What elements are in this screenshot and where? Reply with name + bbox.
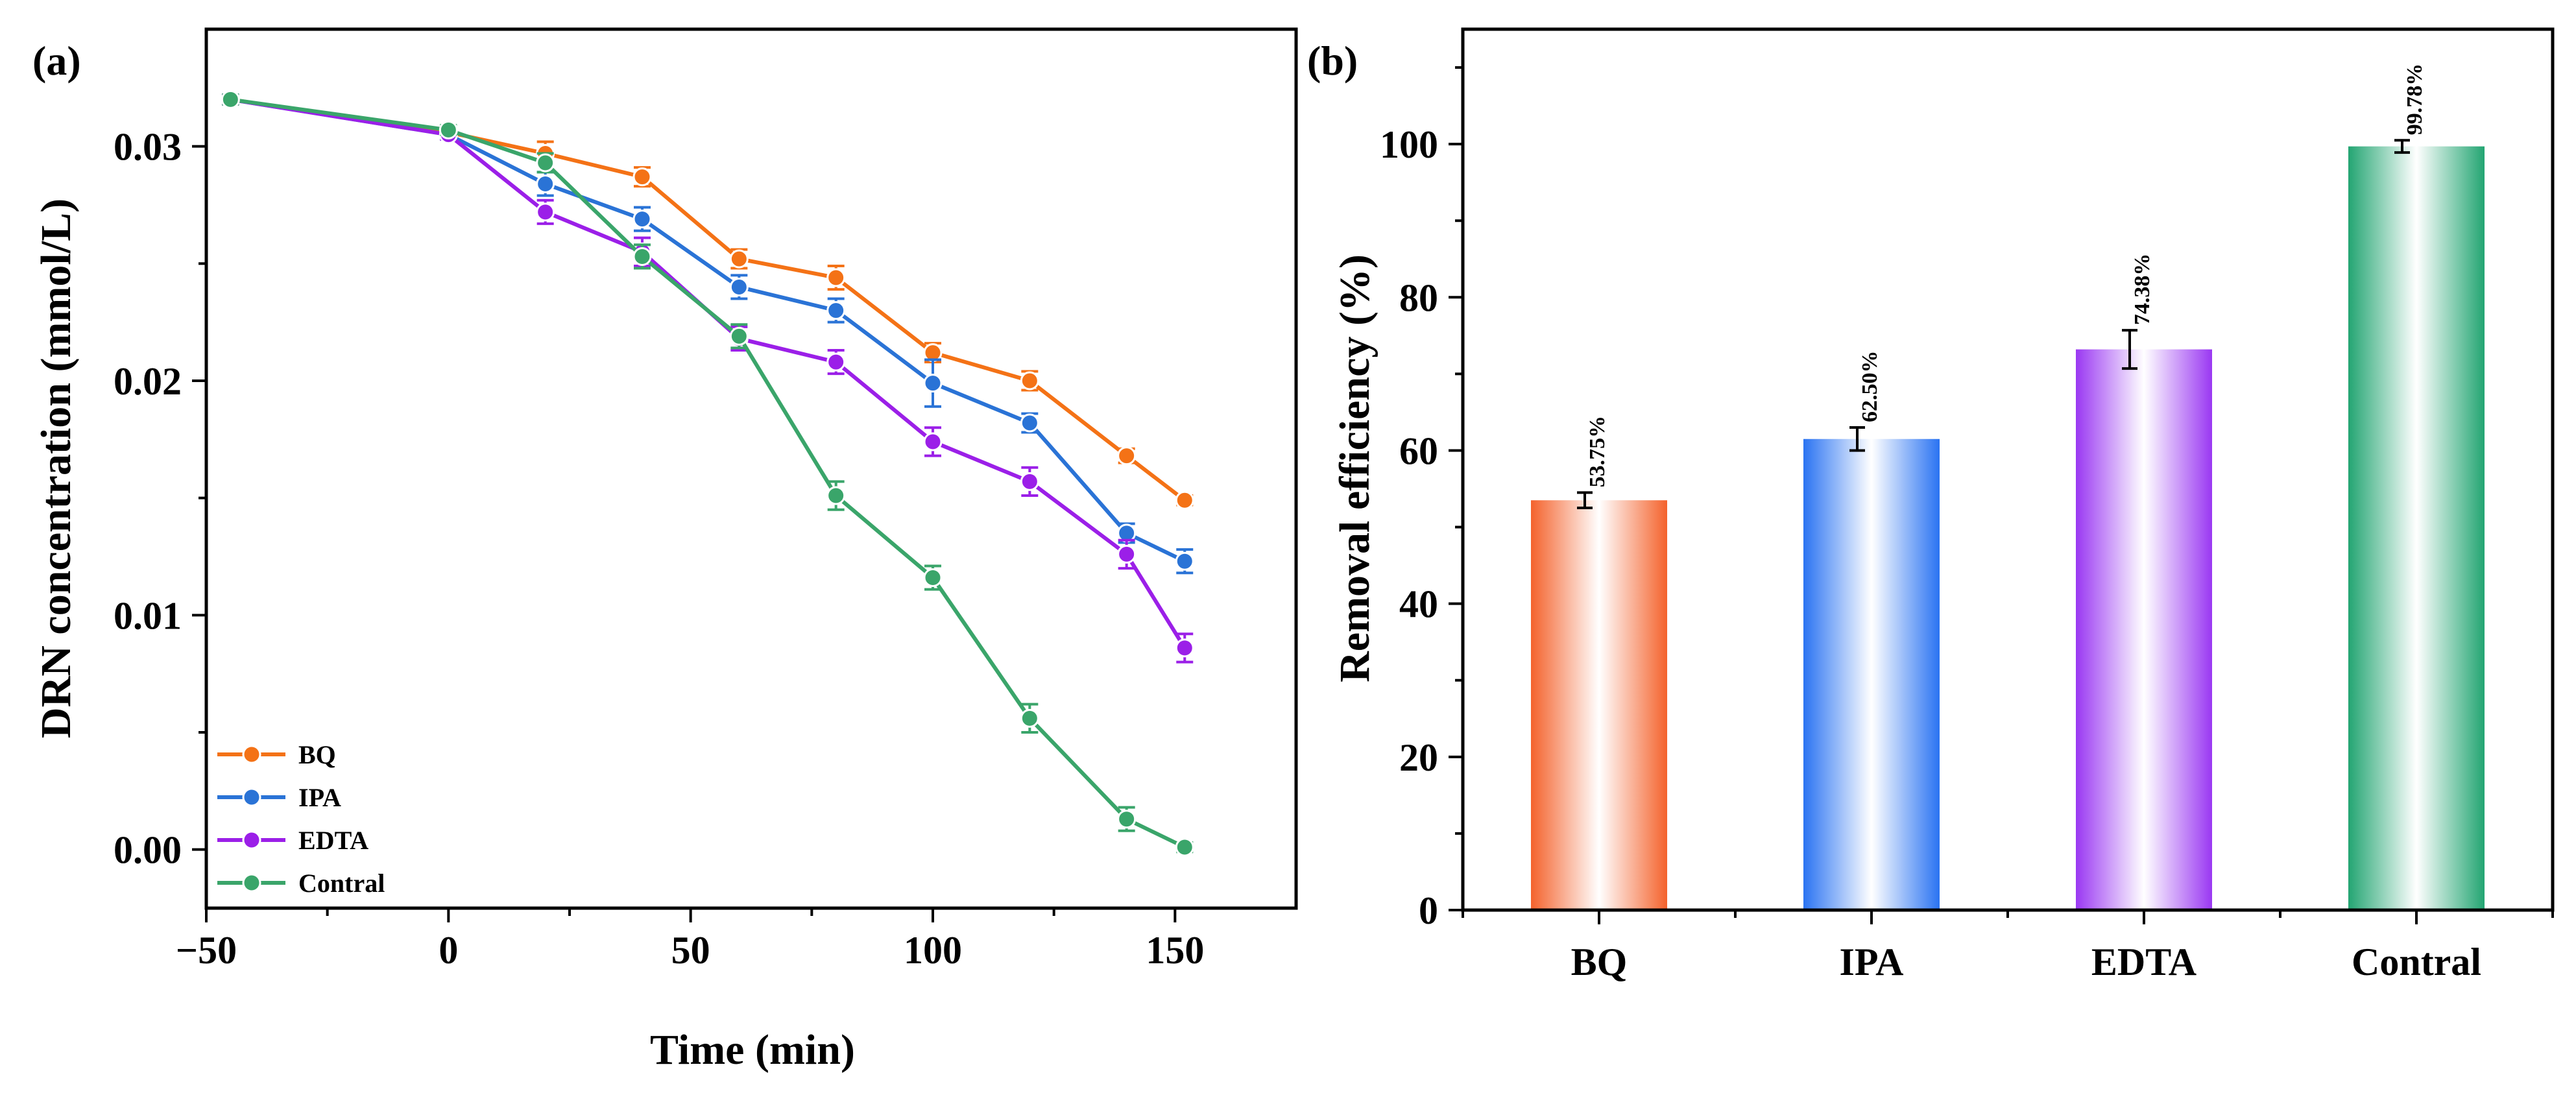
series-contral [221,90,1194,857]
series-line [230,97,1186,849]
legend-marker [242,787,261,807]
data-point [536,202,555,222]
legend-label: Contral [298,869,385,898]
panel-b-x-tick-label: EDTA [2091,941,2197,983]
data-point [1117,544,1137,564]
panel-a-legend: BQ IPA EDTA Contral [217,740,385,898]
data-point [1117,446,1137,466]
data-point [1020,472,1039,491]
panel-b-y-tick-label: 100 [1380,123,1438,166]
series-line [230,97,1186,649]
panel-b-bar-chart: (b) 53.75% 62.50% 74.38% 99.78% 0 20 40 60 80 10… [1307,27,2555,983]
panel-a-series-group [221,90,1194,857]
data-point [632,210,652,229]
bar-value-label: 53.75% [1585,416,1609,488]
data-point [1175,638,1194,658]
legend-marker [242,830,261,850]
legend-marker [242,745,261,764]
panel-a-axis-frame [204,27,1298,910]
panel-a-y-tick-label: 0.02 [114,360,182,403]
panel-b-axis-frame [1461,27,2555,912]
bar-value-label: 74.38% [2130,254,2154,326]
bar-contral [2348,146,2485,910]
panel-b-y-tick-label: 20 [1399,736,1438,779]
data-point [1175,551,1194,571]
series-line [230,97,1186,563]
data-point [826,301,846,320]
data-point [1117,810,1137,829]
panel-a-y-axis-title: DRN concentration (mmol/L) [32,198,80,738]
data-point [826,486,846,505]
panel-b-y-tick-label: 0 [1419,889,1438,932]
data-point [1175,837,1194,857]
panel-a-line-chart: (a) −50 0 50 100 150 0.00 0.01 0.02 0.03 BQ IPA ED… [32,27,1298,1074]
panel-b-y-axis-title: Removal efficiency (%) [1331,254,1378,682]
bar-value-label: 99.78% [2403,64,2427,136]
bar-bq [1531,500,1667,910]
panel-a-label: (a) [32,38,81,84]
legend-marker [242,873,261,893]
data-point [536,153,555,173]
panel-b-label: (b) [1307,38,1358,84]
series-line [230,97,1186,502]
panel-a-y-tick-label: 0.00 [114,829,182,872]
data-point [632,167,652,187]
data-point [826,352,846,372]
data-point [923,432,943,451]
data-point [536,174,555,193]
data-point [729,326,749,346]
panel-b-bars-group: 53.75% 62.50% 74.38% 99.78% [1531,64,2485,910]
bar-edta [2076,349,2212,910]
data-point [923,568,943,588]
legend-label: EDTA [298,826,368,855]
legend-label: IPA [298,783,341,812]
data-point [1020,708,1039,728]
panel-a-x-tick-label: 150 [1146,929,1204,972]
panel-a-y-tick-label: 0.01 [114,594,182,637]
data-point [439,120,458,139]
data-point [1020,413,1039,433]
panel-a-x-tick-label: 50 [671,929,710,972]
legend-label: BQ [298,740,336,769]
data-point [923,374,943,393]
panel-a-y-tick-label: 0.03 [114,126,182,169]
bar-ipa [1803,438,1940,910]
data-point [826,268,846,287]
data-point [729,277,749,296]
panel-b-x-tick-label: IPA [1840,941,1904,983]
data-point [221,90,240,109]
bar-value-label: 62.50% [1858,351,1882,423]
panel-b-x-tick-label: Contral [2352,941,2481,983]
series-edta [221,90,1194,664]
panel-a-x-tick-label: −50 [176,929,237,972]
panel-a-x-tick-label: 100 [904,929,962,972]
panel-b-y-tick-label: 80 [1399,276,1438,319]
data-point [1175,490,1194,510]
panel-a-ticks: −50 0 50 100 150 0.00 0.01 0.02 0.03 [114,126,1204,972]
series-ipa [221,90,1194,575]
panel-b-y-tick-label: 40 [1399,583,1438,626]
panel-a-x-axis-title: Time (min) [650,1026,855,1074]
data-point [729,249,749,269]
data-point [632,246,652,266]
panel-b-y-tick-label: 60 [1399,429,1438,472]
data-point [1020,371,1039,390]
panel-a-x-tick-label: 0 [439,929,458,972]
panel-b-x-tick-label: BQ [1571,941,1628,983]
